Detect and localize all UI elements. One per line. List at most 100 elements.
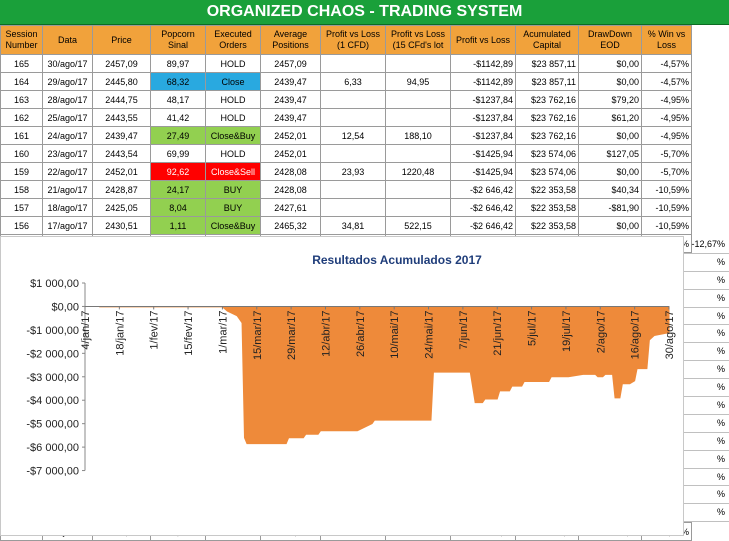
cell-avg[interactable]: 2428,08 [260,180,321,199]
cell-session[interactable]: 160 [0,144,43,163]
cell-avg[interactable]: 2452,01 [260,144,321,163]
cell-session[interactable]: 156 [0,216,43,235]
cell-pl15[interactable] [385,108,451,127]
cell-cap[interactable]: $22 353,58 [515,198,579,217]
cell-dd[interactable]: $61,20 [578,108,642,127]
cell-cap[interactable]: $23 762,16 [515,108,579,127]
cell-date[interactable]: 24/ago/17 [42,126,93,145]
pct-cell[interactable]: % [684,272,729,290]
cell-pl[interactable]: -$1237,84 [450,90,516,109]
cell-pl15[interactable]: 188,10 [385,126,451,145]
cell-session[interactable]: 162 [0,108,43,127]
pct-cell[interactable]: % [684,469,729,487]
pct-cell[interactable]: % [684,361,729,380]
cell-pct[interactable]: -4,95% [641,90,692,109]
cell-date[interactable]: 23/ago/17 [42,144,93,163]
pct-cell[interactable]: -12,67% [684,236,729,254]
cell-popcorn[interactable]: 8,04 [150,198,206,217]
cell-pl1[interactable]: 6,33 [320,72,386,91]
cell-pl[interactable]: -$2 646,42 [450,198,516,217]
cell-date[interactable]: 17/ago/17 [42,216,93,235]
cell-price[interactable]: 2457,09 [92,54,151,73]
cell-popcorn[interactable]: 27,49 [150,126,206,145]
cell-price[interactable]: 2428,87 [92,180,151,199]
cell-popcorn[interactable]: 89,97 [150,54,206,73]
pct-cell[interactable]: % [684,343,729,362]
cell-session[interactable]: 157 [0,198,43,217]
cell-pl[interactable]: -$1142,89 [450,54,516,73]
cell-dd[interactable]: $79,20 [578,90,642,109]
cell-pl1[interactable] [320,108,386,127]
cell-date[interactable]: 30/ago/17 [42,54,93,73]
cell-avg[interactable]: 2439,47 [260,90,321,109]
pct-cell[interactable]: % [684,397,729,415]
pct-cell[interactable]: % [684,325,729,344]
cell-pl1[interactable] [320,144,386,163]
pct-cell[interactable]: % [684,504,729,523]
cell-price[interactable]: 2425,05 [92,198,151,217]
cell-date[interactable]: 22/ago/17 [42,162,93,181]
pct-cell[interactable]: % [684,486,729,505]
pct-cell[interactable]: % [684,451,729,469]
cell-pl15[interactable] [385,198,451,217]
cell-order[interactable]: HOLD [205,90,261,109]
cell-pl1[interactable] [320,198,386,217]
cell-price[interactable]: 2444,75 [92,90,151,109]
cell-dd[interactable]: $127,05 [578,144,642,163]
cell-pl15[interactable]: 94,95 [385,72,451,91]
cell-pl15[interactable]: 522,15 [385,216,451,235]
cell-popcorn[interactable]: 69,99 [150,144,206,163]
cell-avg[interactable]: 2457,09 [260,54,321,73]
cell-session[interactable]: 164 [0,72,43,91]
cell-pl[interactable]: -$1425,94 [450,144,516,163]
cell-pl1[interactable]: 23,93 [320,162,386,181]
cell-pct[interactable]: -4,95% [641,126,692,145]
cell-pl1[interactable] [320,54,386,73]
cell-pl[interactable]: -$1237,84 [450,126,516,145]
cell-order[interactable]: Close [205,72,261,91]
cell-session[interactable]: 159 [0,162,43,181]
cell-pl[interactable]: -$2 646,42 [450,216,516,235]
cell-order[interactable]: Close&Buy [205,126,261,145]
cell-avg[interactable]: 2452,01 [260,126,321,145]
cell-pct[interactable]: -4,57% [641,72,692,91]
cell-dd[interactable]: $0,00 [578,126,642,145]
cell-order[interactable]: HOLD [205,108,261,127]
pct-cell[interactable]: % [684,308,729,326]
cell-popcorn[interactable]: 48,17 [150,90,206,109]
cell-date[interactable]: 25/ago/17 [42,108,93,127]
cell-pct[interactable]: -10,59% [641,180,692,199]
cell-avg[interactable]: 2428,08 [260,162,321,181]
cell-pct[interactable]: -4,57% [641,54,692,73]
pct-cell[interactable]: % [684,379,729,398]
cell-pct[interactable]: -10,59% [641,216,692,235]
cell-price[interactable]: 2439,47 [92,126,151,145]
cell-dd[interactable]: $0,00 [578,54,642,73]
cell-cap[interactable]: $23 857,11 [515,54,579,73]
cell-session[interactable]: 163 [0,90,43,109]
cell-cap[interactable]: $23 574,06 [515,162,579,181]
cell-popcorn[interactable]: 1,11 [150,216,206,235]
cell-avg[interactable]: 2439,47 [260,108,321,127]
pct-cell[interactable]: % [684,433,729,451]
cell-popcorn[interactable]: 24,17 [150,180,206,199]
cell-order[interactable]: Close&Buy [205,216,261,235]
cell-cap[interactable]: $23 574,06 [515,144,579,163]
cell-price[interactable]: 2443,54 [92,144,151,163]
cell-cap[interactable]: $22 353,58 [515,216,579,235]
cell-cap[interactable]: $22 353,58 [515,180,579,199]
cell-pl15[interactable] [385,180,451,199]
cell-session[interactable]: 165 [0,54,43,73]
cell-pct[interactable]: -5,70% [641,144,692,163]
pct-cell[interactable]: % [684,415,729,433]
cell-date[interactable]: 21/ago/17 [42,180,93,199]
cell-dd[interactable]: $0,00 [578,216,642,235]
cell-pl1[interactable] [320,180,386,199]
cell-pl1[interactable]: 34,81 [320,216,386,235]
cell-price[interactable]: 2430,51 [92,216,151,235]
cell-cap[interactable]: $23 762,16 [515,90,579,109]
cell-dd[interactable]: -$81,90 [578,198,642,217]
cell-price[interactable]: 2452,01 [92,162,151,181]
cell-avg[interactable]: 2427,61 [260,198,321,217]
cell-pl15[interactable] [385,90,451,109]
